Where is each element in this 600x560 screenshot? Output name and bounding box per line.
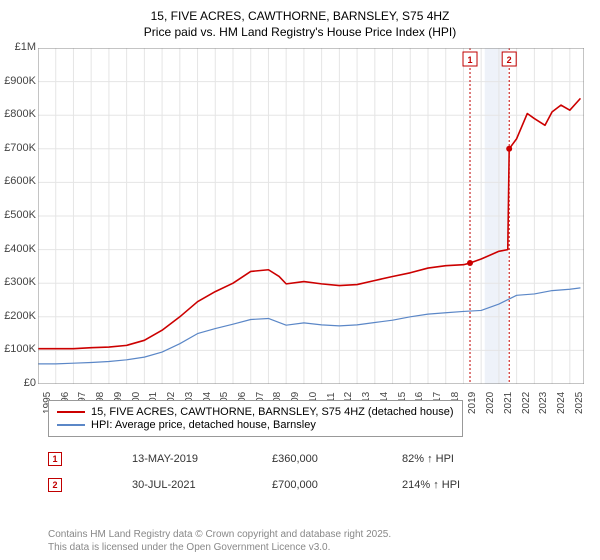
- x-tick-label: 2021: [503, 392, 514, 414]
- title-line-1: 15, FIVE ACRES, CAWTHORNE, BARNSLEY, S75…: [151, 9, 450, 23]
- x-tick-label: 2024: [556, 392, 567, 414]
- chart-title: 15, FIVE ACRES, CAWTHORNE, BARNSLEY, S75…: [0, 0, 600, 40]
- y-tick-label: £400K: [2, 243, 36, 255]
- y-tick-label: £800K: [2, 108, 36, 120]
- sale-row-2: 2 30-JUL-2021 £700,000 214% ↑ HPI: [48, 478, 500, 492]
- legend: 15, FIVE ACRES, CAWTHORNE, BARNSLEY, S75…: [48, 400, 463, 437]
- x-tick-label: 2019: [467, 392, 478, 414]
- legend-swatch-price: [57, 411, 85, 413]
- attribution-line-1: Contains HM Land Registry data © Crown c…: [48, 529, 391, 540]
- chart-svg: 12: [38, 48, 584, 384]
- y-tick-label: £100K: [2, 343, 36, 355]
- attribution: Contains HM Land Registry data © Crown c…: [48, 529, 391, 554]
- y-tick-label: £300K: [2, 276, 36, 288]
- plot-area: 12: [38, 48, 584, 384]
- legend-row-1: 15, FIVE ACRES, CAWTHORNE, BARNSLEY, S75…: [57, 406, 454, 418]
- x-tick-label: 2020: [485, 392, 496, 414]
- x-tick-label: 2023: [538, 392, 549, 414]
- sale-marker-2: 2: [48, 478, 62, 492]
- sale-date-1: 13-MAY-2019: [132, 453, 232, 465]
- y-tick-label: £200K: [2, 310, 36, 322]
- sale-price-2: £700,000: [272, 479, 362, 491]
- y-tick-label: £600K: [2, 175, 36, 187]
- legend-label-hpi: HPI: Average price, detached house, Barn…: [91, 419, 316, 431]
- chart-container: 15, FIVE ACRES, CAWTHORNE, BARNSLEY, S75…: [0, 0, 600, 560]
- sale-row-1: 1 13-MAY-2019 £360,000 82% ↑ HPI: [48, 452, 494, 466]
- y-tick-label: £1M: [2, 41, 36, 53]
- sale-price-1: £360,000: [272, 453, 362, 465]
- y-tick-label: £900K: [2, 75, 36, 87]
- y-tick-label: £500K: [2, 209, 36, 221]
- sale-vs-hpi-1: 82% ↑ HPI: [402, 453, 454, 465]
- legend-row-2: HPI: Average price, detached house, Barn…: [57, 419, 454, 431]
- sale-marker-1: 1: [48, 452, 62, 466]
- x-tick-label: 2025: [574, 392, 585, 414]
- attribution-line-2: This data is licensed under the Open Gov…: [48, 542, 330, 553]
- svg-text:2: 2: [507, 55, 512, 65]
- y-tick-label: £0: [2, 377, 36, 389]
- legend-label-price: 15, FIVE ACRES, CAWTHORNE, BARNSLEY, S75…: [91, 406, 454, 418]
- legend-swatch-hpi: [57, 424, 85, 425]
- title-line-2: Price paid vs. HM Land Registry's House …: [144, 25, 456, 39]
- x-tick-label: 2022: [521, 392, 532, 414]
- sale-vs-hpi-2: 214% ↑ HPI: [402, 479, 460, 491]
- sale-date-2: 30-JUL-2021: [132, 479, 232, 491]
- y-tick-label: £700K: [2, 142, 36, 154]
- svg-text:1: 1: [468, 55, 473, 65]
